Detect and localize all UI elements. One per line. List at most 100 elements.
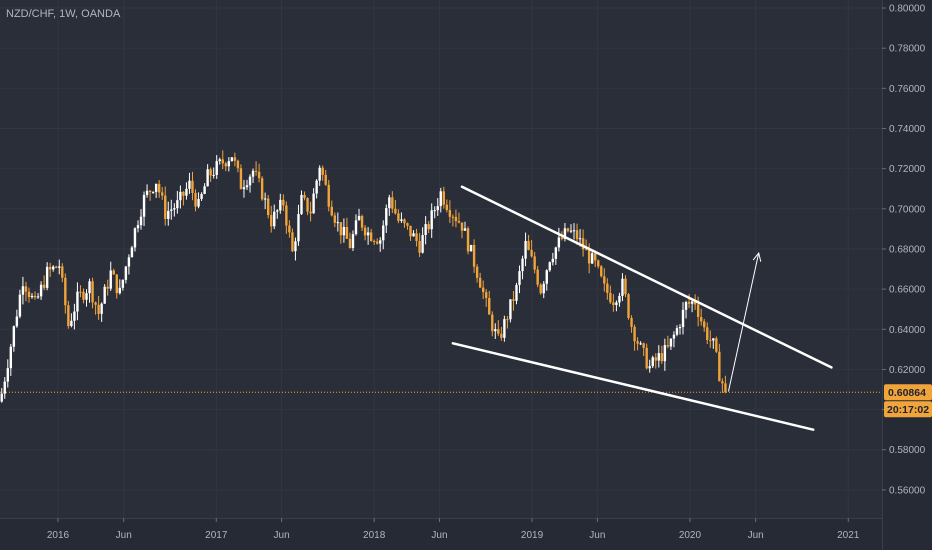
candle-body: [30, 295, 34, 298]
price-tick-label: 0.74000: [889, 124, 926, 135]
candle-body: [418, 240, 421, 253]
candle: [442, 186, 446, 209]
candle-body: [324, 174, 327, 185]
candle: [663, 338, 667, 371]
candle-body: [157, 183, 161, 193]
candle-body: [521, 258, 524, 272]
candle-body: [42, 284, 46, 288]
candle: [521, 255, 524, 280]
candle-body: [27, 291, 31, 298]
candle-body: [70, 320, 73, 327]
candle: [224, 161, 227, 172]
candle: [684, 300, 688, 319]
candle: [288, 220, 291, 238]
candle-body: [173, 208, 176, 210]
candle-body: [251, 170, 255, 177]
candle-body: [303, 194, 306, 198]
candle: [427, 221, 430, 234]
candle-body: [151, 191, 155, 193]
candle: [615, 300, 618, 312]
candle-body: [148, 190, 152, 192]
candle: [139, 209, 143, 230]
candle: [618, 292, 621, 307]
candle-body: [21, 286, 25, 295]
time-axis[interactable]: 2016 Jun 2017 Jun 2018 Jun 2019 Jun 2020 Jun 2021: [0, 518, 882, 550]
candle-body: [79, 291, 82, 293]
candle: [209, 167, 212, 183]
candle: [478, 272, 482, 288]
projection-arrow-shaft: [727, 252, 760, 392]
candle: [415, 228, 418, 247]
candle-body: [167, 210, 170, 219]
price-axis-panel: [882, 0, 932, 550]
candle: [303, 191, 306, 201]
candle: [55, 265, 58, 269]
candle: [142, 191, 146, 227]
time-axis-panel: [0, 518, 882, 550]
candle: [639, 341, 642, 346]
candle: [324, 169, 327, 186]
candle: [12, 325, 16, 352]
candle-body: [112, 270, 115, 275]
candle: [164, 186, 167, 226]
candle: [33, 291, 37, 300]
candle: [167, 201, 170, 226]
candle-body: [85, 293, 88, 300]
candle: [233, 152, 237, 167]
candle-body: [421, 235, 424, 253]
candle: [699, 308, 703, 326]
candle: [148, 189, 152, 201]
candle: [188, 172, 191, 194]
candle-body: [372, 241, 376, 243]
candle: [500, 327, 503, 341]
candle-body: [681, 309, 685, 328]
candle: [245, 179, 249, 190]
candle-body: [654, 357, 657, 361]
candle: [630, 315, 633, 333]
candle-body: [236, 160, 240, 169]
candle-body: [642, 343, 645, 348]
candle-body: [460, 222, 464, 231]
candle: [557, 227, 561, 252]
candle: [236, 159, 240, 173]
candle-body: [55, 266, 58, 268]
candle-body: [348, 238, 352, 249]
candle: [61, 263, 64, 283]
candle-body: [472, 244, 476, 267]
candle-body: [575, 230, 579, 240]
price-tick-label: 0.80000: [889, 4, 926, 15]
trendline-drawings[interactable]: [451, 185, 833, 431]
candle-body: [645, 347, 648, 369]
candle: [566, 227, 570, 233]
candle: [606, 278, 609, 300]
candle-body: [58, 266, 61, 268]
countdown-badge-bg: [884, 401, 932, 418]
candle-body: [400, 219, 403, 221]
candle: [79, 285, 82, 298]
time-tick-label: 2016: [47, 530, 70, 541]
candle: [466, 226, 470, 255]
price-tick-label: 0.78000: [889, 44, 926, 55]
candle: [721, 378, 724, 393]
candle: [279, 193, 282, 214]
candle: [18, 289, 22, 319]
candle-body: [530, 249, 533, 257]
candle: [173, 203, 176, 217]
candle-body: [273, 211, 276, 227]
candle: [124, 265, 128, 284]
candle: [633, 324, 636, 351]
candle: [457, 212, 461, 224]
candle-body: [67, 305, 70, 327]
candle: [612, 294, 615, 312]
candle-body: [263, 198, 267, 200]
candle-body: [145, 190, 149, 195]
price-axis[interactable]: 0.80000 0.78000 0.76000 0.74000 0.72000 0.700…: [882, 0, 932, 550]
candle: [660, 345, 664, 364]
candle-body: [385, 208, 388, 226]
candle-body: [706, 327, 709, 340]
candle: [575, 223, 579, 246]
candle: [321, 165, 324, 181]
candle: [285, 201, 288, 234]
candle-body: [445, 204, 449, 211]
